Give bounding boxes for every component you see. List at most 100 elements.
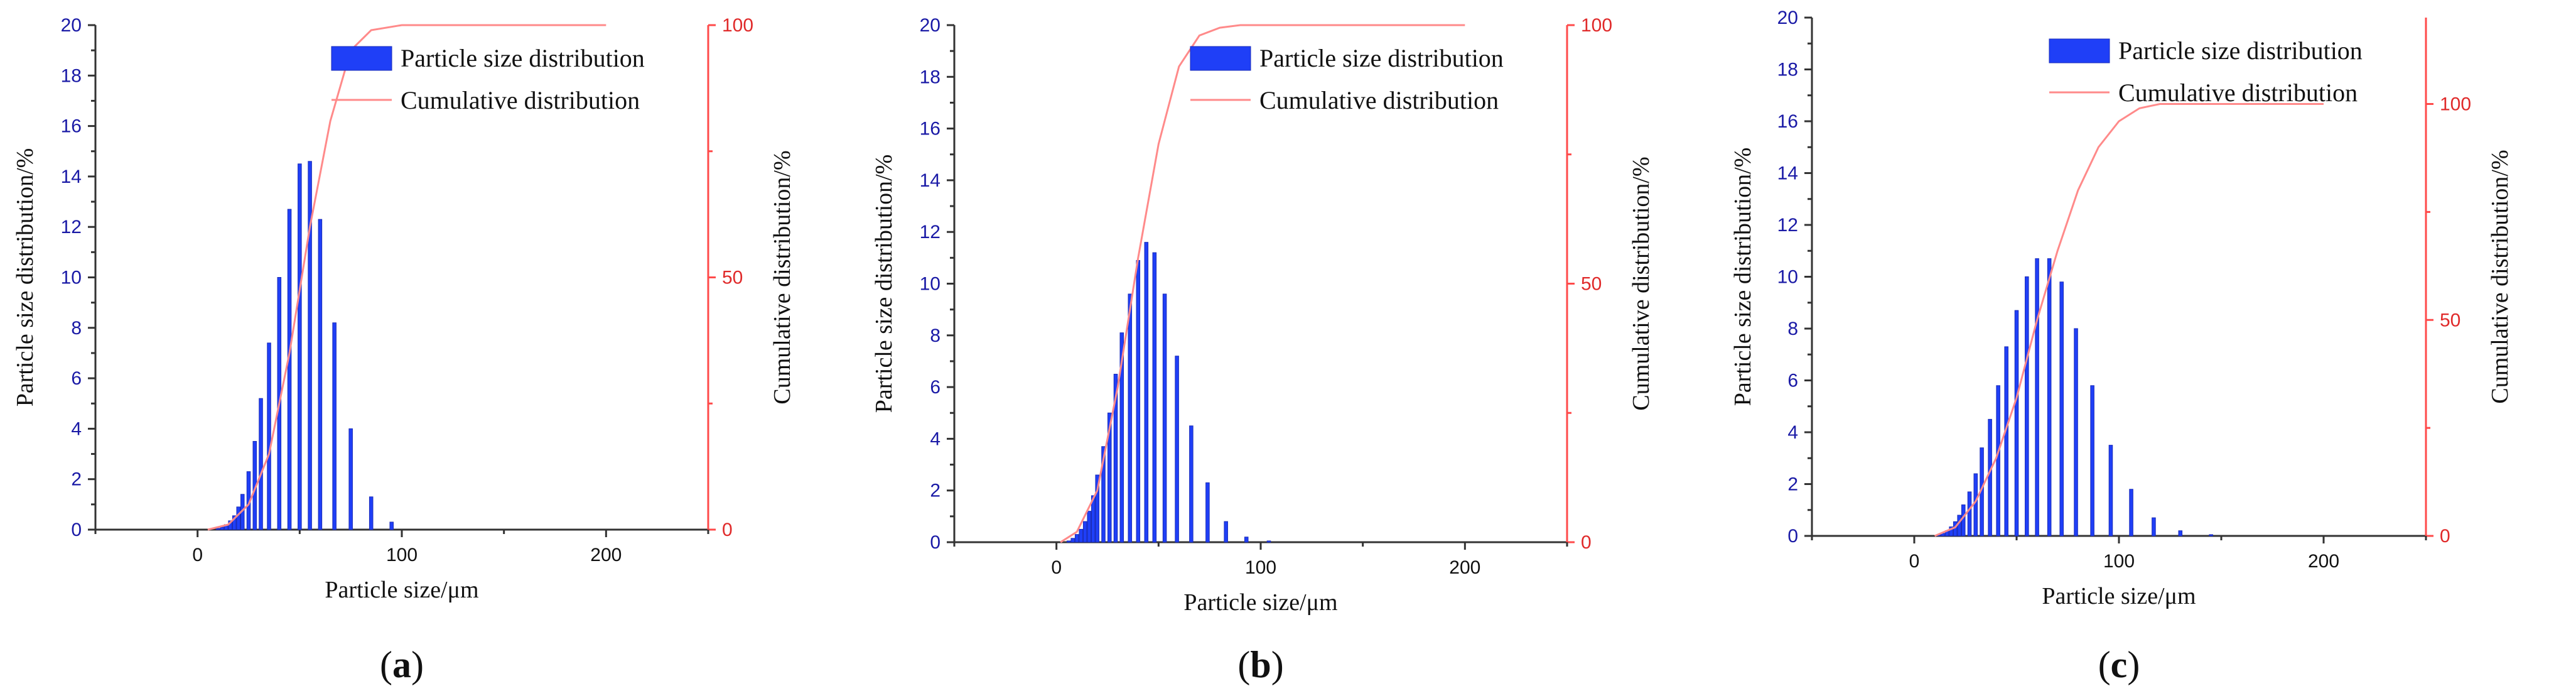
bar — [369, 496, 374, 530]
panel-letter: c — [2111, 644, 2128, 685]
y-tick-label: 0 — [930, 532, 940, 553]
y2-tick-label: 100 — [2440, 94, 2471, 115]
bar — [1973, 473, 1978, 537]
chart-panel-b: 0 2 4 6 8 10 12 14 16 18 20 0 50 100 0 100 200 Particle s… — [859, 0, 1718, 698]
bar — [215, 528, 220, 530]
y-tick-label: 10 — [61, 268, 82, 288]
y2-tick-label: 0 — [1581, 532, 1592, 553]
bar — [348, 428, 353, 530]
bar — [1162, 293, 1167, 543]
bar — [259, 398, 263, 530]
y-axis-title: Particle size distribution/% — [871, 155, 897, 413]
legend-swatch-bars — [2049, 38, 2110, 63]
bar — [220, 526, 224, 530]
chart-panel-a: 0 2 4 6 8 10 12 14 16 18 20 0 50 100 0 100 200 Particle s… — [0, 0, 859, 698]
y2-tick-label: 50 — [722, 268, 743, 288]
y-tick-label: 20 — [61, 15, 82, 36]
bar — [1152, 252, 1157, 543]
legend-label-line: Cumulative distribution — [1259, 86, 1499, 114]
bar — [1967, 491, 1972, 537]
y2-tick-label: 0 — [2440, 526, 2450, 547]
y-tick-label: 4 — [930, 428, 940, 449]
panel-caption: (c) — [2098, 644, 2140, 685]
bar — [2178, 530, 2183, 537]
y-tick-label: 2 — [930, 481, 940, 501]
panel-caption: (b) — [1237, 644, 1283, 685]
bar — [2025, 276, 2029, 537]
y-tick-label: 8 — [1787, 319, 1798, 339]
y-tick-label: 14 — [1777, 163, 1798, 184]
bar — [1095, 474, 1099, 543]
bar — [1119, 332, 1124, 543]
bar — [1957, 515, 1961, 537]
bar — [318, 219, 323, 530]
legend-label-bars: Particle size distribution — [1259, 44, 1504, 72]
bar — [298, 163, 302, 530]
y-tick-label: 10 — [920, 274, 940, 295]
bar — [2090, 385, 2094, 537]
y-tick-label: 6 — [1787, 371, 1798, 391]
y-tick-label: 10 — [1777, 267, 1798, 288]
bar — [389, 521, 394, 530]
legend-label-bars: Particle size distribution — [401, 44, 645, 72]
y-axis-title: Particle size distribution/% — [12, 148, 38, 407]
bar — [1066, 540, 1071, 543]
bar — [287, 209, 292, 530]
y-tick-label: 8 — [71, 318, 82, 339]
bar — [1266, 540, 1271, 543]
y-tick-label: 14 — [61, 166, 82, 187]
bar — [1996, 385, 2000, 537]
bar — [2014, 310, 2019, 537]
y-tick-label: 18 — [920, 67, 940, 87]
bar — [1244, 537, 1249, 543]
y-tick-label: 18 — [1777, 60, 1798, 80]
y-tick-label: 12 — [61, 217, 82, 237]
legend-label-bars: Particle size distribution — [2118, 36, 2363, 65]
y-tick-label: 16 — [1777, 111, 1798, 132]
x-axis-title: Particle size/μm — [2042, 583, 2196, 609]
x-tick-label: 200 — [590, 545, 622, 565]
bar — [308, 161, 312, 530]
y-tick-label: 18 — [61, 65, 82, 86]
cumulative-line — [1060, 24, 1465, 543]
y2-axis-title: Cumulative distribution/% — [2487, 150, 2513, 403]
bar — [1091, 495, 1096, 543]
y-tick-label: 2 — [71, 469, 82, 490]
y-tick-label: 2 — [1787, 474, 1798, 495]
x-tick-label: 200 — [1449, 557, 1480, 578]
bar — [1175, 356, 1179, 543]
x-tick-label: 100 — [386, 545, 418, 565]
bar — [2047, 258, 2052, 537]
x-axis-title: Particle size/μm — [325, 577, 478, 603]
y-tick-label: 6 — [930, 377, 940, 398]
x-tick-label: 200 — [2308, 551, 2339, 572]
panel-letter: a — [392, 644, 411, 685]
x-tick-label: 100 — [2103, 551, 2135, 572]
bar — [1988, 418, 1992, 537]
y-tick-label: 4 — [71, 418, 82, 439]
y-tick-label: 16 — [61, 116, 82, 137]
bar — [236, 506, 240, 530]
y2-tick-label: 50 — [2440, 310, 2460, 330]
cumulative-line — [207, 24, 606, 531]
bar — [1101, 446, 1106, 543]
bar — [1128, 293, 1133, 543]
bar — [332, 322, 337, 530]
legend-label-line: Cumulative distribution — [2118, 79, 2358, 107]
legend-swatch-bars — [331, 46, 392, 71]
y2-tick-label: 100 — [722, 15, 753, 36]
x-tick-label: 100 — [1245, 557, 1276, 578]
y-axis-title: Particle size distribution/% — [1730, 148, 1756, 406]
bar — [267, 342, 271, 530]
bar — [1205, 482, 1210, 543]
bar — [2035, 258, 2039, 537]
x-tick-label: 0 — [1909, 551, 1920, 572]
bar — [2152, 517, 2156, 537]
chart-panel-c: 0 2 4 6 8 10 12 14 16 18 20 0 50 100 0 100 200 Particle s… — [1718, 0, 2576, 698]
bar — [232, 515, 237, 530]
y2-tick-label: 0 — [722, 520, 733, 540]
y-tick-label: 0 — [71, 520, 82, 540]
